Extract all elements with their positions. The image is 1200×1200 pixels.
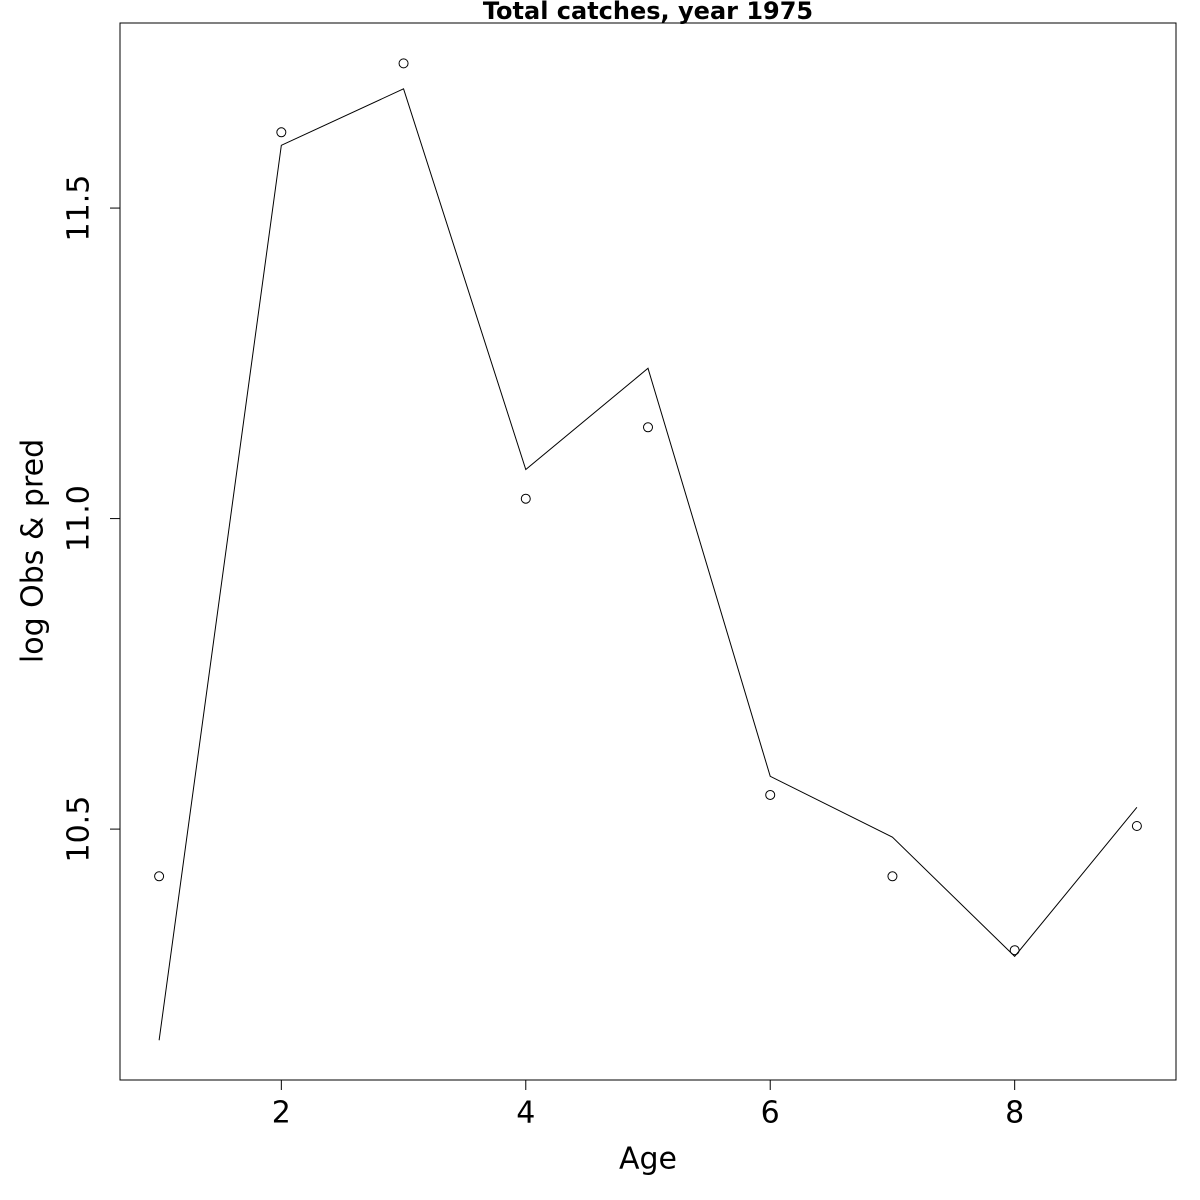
- x-tick-label: 4: [516, 1096, 535, 1131]
- chart-title: Total catches, year 1975: [483, 0, 813, 25]
- observed-point: [276, 127, 287, 138]
- x-tick-label: 6: [761, 1096, 780, 1131]
- predicted-line: [158, 88, 1138, 1041]
- y-tick-label: 11.5: [62, 175, 97, 242]
- observed-point: [154, 871, 165, 882]
- x-tick-label: 8: [1005, 1096, 1024, 1131]
- observed-point: [887, 871, 898, 882]
- x-tick-label: 2: [272, 1096, 291, 1131]
- observed-point: [520, 493, 531, 504]
- observed-point: [765, 789, 776, 800]
- observed-point: [643, 422, 653, 433]
- plot-frame: [119, 22, 1177, 1081]
- observed-point: [1131, 820, 1142, 831]
- observed-point: [398, 58, 409, 69]
- y-tick-label: 10.5: [62, 796, 97, 863]
- y-axis-label: log Obs & pred: [16, 439, 51, 663]
- x-axis-label: Age: [619, 1142, 677, 1177]
- y-tick-label: 11.0: [62, 485, 97, 552]
